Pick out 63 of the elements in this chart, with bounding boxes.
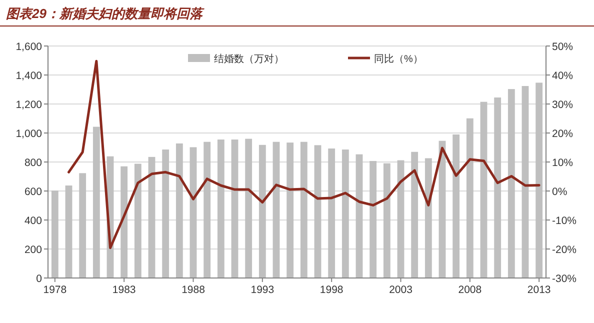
title: 图表29：新婚夫妇的数量即将回落 <box>6 6 202 21</box>
bar <box>480 102 488 278</box>
y2tick: 0% <box>552 186 568 198</box>
y2tick: 50% <box>552 41 574 53</box>
xtick: 1978 <box>43 284 67 296</box>
bar <box>328 148 336 278</box>
bar <box>508 89 515 278</box>
ytick: 800 <box>24 157 42 169</box>
ytick: 0 <box>36 273 42 285</box>
bar <box>162 150 170 278</box>
bar <box>300 142 308 278</box>
bar <box>536 82 543 278</box>
bar <box>424 158 432 278</box>
bar <box>494 97 502 278</box>
bar <box>272 142 280 278</box>
bar <box>134 164 142 278</box>
y2tick: -20% <box>552 244 577 256</box>
bar <box>258 144 266 278</box>
y2tick: -30% <box>552 273 577 285</box>
y2tick: 10% <box>552 157 574 169</box>
bar <box>148 156 156 278</box>
ytick: 1,000 <box>16 128 42 140</box>
bar <box>397 160 404 278</box>
bar <box>452 134 460 278</box>
bar <box>92 126 100 278</box>
xtick: 2013 <box>527 284 551 296</box>
y2tick: 40% <box>552 70 574 82</box>
bar <box>65 185 72 278</box>
ytick: 400 <box>24 215 42 227</box>
ytick: 200 <box>24 244 42 256</box>
y2tick: 20% <box>552 128 574 140</box>
bar <box>370 160 377 278</box>
xtick: 2008 <box>458 284 482 296</box>
bar <box>522 86 529 278</box>
ytick: 1,200 <box>16 99 42 111</box>
bar <box>356 154 363 278</box>
legend-label: 同比（%） <box>374 53 423 65</box>
ytick: 1,400 <box>16 70 42 82</box>
bar <box>245 138 252 278</box>
xtick: 1988 <box>182 284 205 296</box>
ytick: 1,600 <box>16 41 42 53</box>
y2tick: 30% <box>552 99 574 111</box>
xtick: 1983 <box>112 284 136 296</box>
bar <box>190 147 197 278</box>
bar <box>342 150 349 278</box>
bar <box>466 118 474 278</box>
bar <box>286 142 294 278</box>
bar <box>204 142 211 278</box>
bar <box>79 173 86 278</box>
legend-label: 结婚数（万对） <box>214 53 284 65</box>
xtick: 1998 <box>320 284 344 296</box>
bar <box>231 140 238 278</box>
xtick: 1993 <box>250 284 274 296</box>
bar <box>51 190 58 278</box>
bar <box>120 166 128 278</box>
bar <box>383 163 390 278</box>
bar <box>314 145 322 278</box>
ytick: 600 <box>24 186 42 198</box>
xtick: 2003 <box>389 284 412 296</box>
bar <box>217 140 224 278</box>
y2tick: -10% <box>552 215 577 227</box>
bar <box>411 152 418 278</box>
bar <box>176 143 183 278</box>
